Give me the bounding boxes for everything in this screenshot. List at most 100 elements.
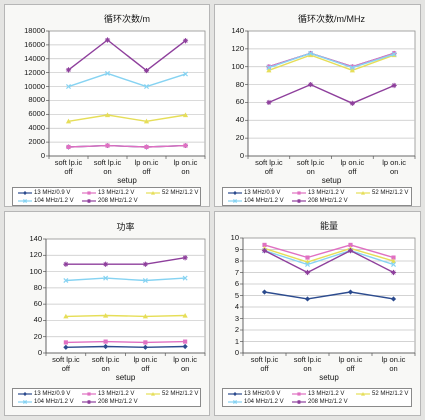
data-point [66, 144, 71, 150]
legend-swatch [228, 191, 242, 195]
legend-label: 13 MHz/0.9 V [34, 190, 71, 196]
data-point [104, 70, 111, 76]
legend-label: 13 MHz/0.9 V [34, 391, 71, 397]
x-axis-title: setup [115, 373, 136, 382]
x-tick-label: soft lp.ic off [250, 355, 279, 373]
data-point [305, 255, 310, 260]
legend-swatch [18, 399, 32, 405]
series-line-52-mhz-1-2-v [65, 314, 186, 318]
y-tick-label: 7 [234, 267, 239, 277]
series-line-104-mhz-1-2-v [65, 277, 186, 282]
legend-swatch [82, 191, 96, 195]
y-tick-label: 8 [234, 256, 239, 265]
data-point [390, 258, 397, 264]
data-point [349, 67, 355, 73]
data-point [304, 269, 311, 276]
data-point [103, 339, 108, 344]
legend-label: 13 MHz/1.2 V [98, 190, 135, 196]
series-line-13-mhz-1-2-v [264, 244, 394, 259]
series-line-52-mhz-1-2-v [264, 247, 394, 263]
y-tick-label: 6000 [28, 109, 45, 119]
legend-item: 52 MHz/1.2 V [146, 189, 198, 197]
legend: 13 MHz/0.9 V 13 MHz/1.2 V 52 MHz/1.2 V 104 … [12, 187, 201, 206]
y-tick-label: 140 [29, 234, 42, 243]
data-point [391, 82, 397, 89]
series-line-52-mhz-1-2-v [268, 54, 395, 72]
y-tick-label: 8000 [28, 95, 45, 105]
legend: 13 MHz/0.9 V 13 MHz/1.2 V 52 MHz/1.2 V 104 … [222, 187, 412, 206]
x-tick-label: lp on.ic off [338, 355, 363, 373]
legend-label: 13 MHz/1.2 V [98, 391, 135, 397]
chart-title: 功率 [116, 222, 135, 232]
y-tick-label: 100 [231, 61, 244, 71]
series-line-52-mhz-1-2-v [68, 114, 186, 123]
y-tick-label: 120 [231, 43, 244, 53]
legend-swatch [82, 199, 96, 203]
data-point [308, 52, 314, 58]
data-point [182, 255, 188, 261]
data-point [304, 261, 311, 267]
legend-swatch-marker [87, 199, 91, 203]
x-tick-label: lp on.ic off [133, 355, 158, 373]
series-line-104-mhz-1-2-v [268, 52, 395, 69]
data-point [348, 242, 353, 247]
legend-swatch-marker [233, 191, 237, 195]
data-point [261, 289, 268, 295]
data-point [390, 296, 397, 302]
series-line-13-mhz-0-9-v [65, 345, 186, 349]
y-tick-label: 60 [33, 299, 42, 309]
series-line-13-mhz-1-2-v [65, 340, 186, 344]
legend-label: 104 MHz/1.2 V [34, 198, 74, 204]
legend-swatch [146, 392, 160, 396]
y-tick-label: 20 [235, 133, 244, 143]
legend-item: 13 MHz/1.2 V [82, 390, 134, 398]
data-point [183, 143, 188, 148]
data-point [105, 143, 110, 148]
data-point [142, 261, 148, 267]
series-line-104-mhz-1-2-v [264, 249, 394, 266]
legend-swatch-marker [22, 399, 28, 405]
data-point [142, 344, 148, 350]
x-axis-title: setup [117, 176, 137, 185]
data-point [104, 112, 111, 118]
x-axis-title: setup [321, 176, 342, 185]
data-point [266, 65, 272, 71]
y-tick-label: 3 [234, 313, 239, 323]
legend-label: 13 MHz/1.2 V [308, 190, 345, 196]
chart-title: 循环次数/m/MHz [298, 14, 365, 24]
chart-canvas [245, 30, 416, 159]
legend-swatch-marker [151, 392, 155, 396]
legend-swatch [18, 198, 32, 204]
legend-item: 13 MHz/1.2 V [292, 390, 344, 398]
data-point [103, 275, 109, 281]
y-tick-label: 0 [40, 151, 45, 160]
data-point [103, 261, 109, 267]
y-tick-label: 2000 [28, 137, 45, 147]
data-point [349, 65, 355, 71]
legend-label: 104 MHz/1.2 V [244, 198, 284, 204]
y-tick-label: 20 [33, 331, 42, 341]
legend-label: 208 MHz/1.2 V [308, 198, 348, 204]
legend-swatch [292, 400, 306, 404]
legend-swatch-marker [297, 392, 301, 396]
legend-swatch [146, 191, 160, 195]
series-line-208-mhz-1-2-v [68, 39, 186, 72]
data-point [262, 242, 267, 247]
y-tick-label: 14000 [24, 53, 45, 63]
data-point [143, 118, 150, 124]
y-tick-label: 1 [234, 336, 239, 346]
y-tick-label: 2 [234, 325, 239, 334]
legend-label: 104 MHz/1.2 V [34, 399, 74, 405]
x-tick-label: soft lp.ic off [54, 158, 83, 176]
y-tick-label: 16000 [24, 39, 45, 49]
data-point [103, 343, 109, 350]
data-point [65, 67, 72, 73]
legend-item: 13 MHz/1.2 V [292, 189, 344, 197]
legend-swatch-marker [232, 198, 238, 204]
y-tick-label: 5 [234, 290, 239, 300]
x-tick-label: lp on.ic off [340, 158, 365, 176]
data-point [65, 84, 72, 90]
legend-swatch-marker [297, 400, 301, 404]
data-point [182, 312, 188, 318]
legend-item: 104 MHz/1.2 V [228, 197, 284, 205]
